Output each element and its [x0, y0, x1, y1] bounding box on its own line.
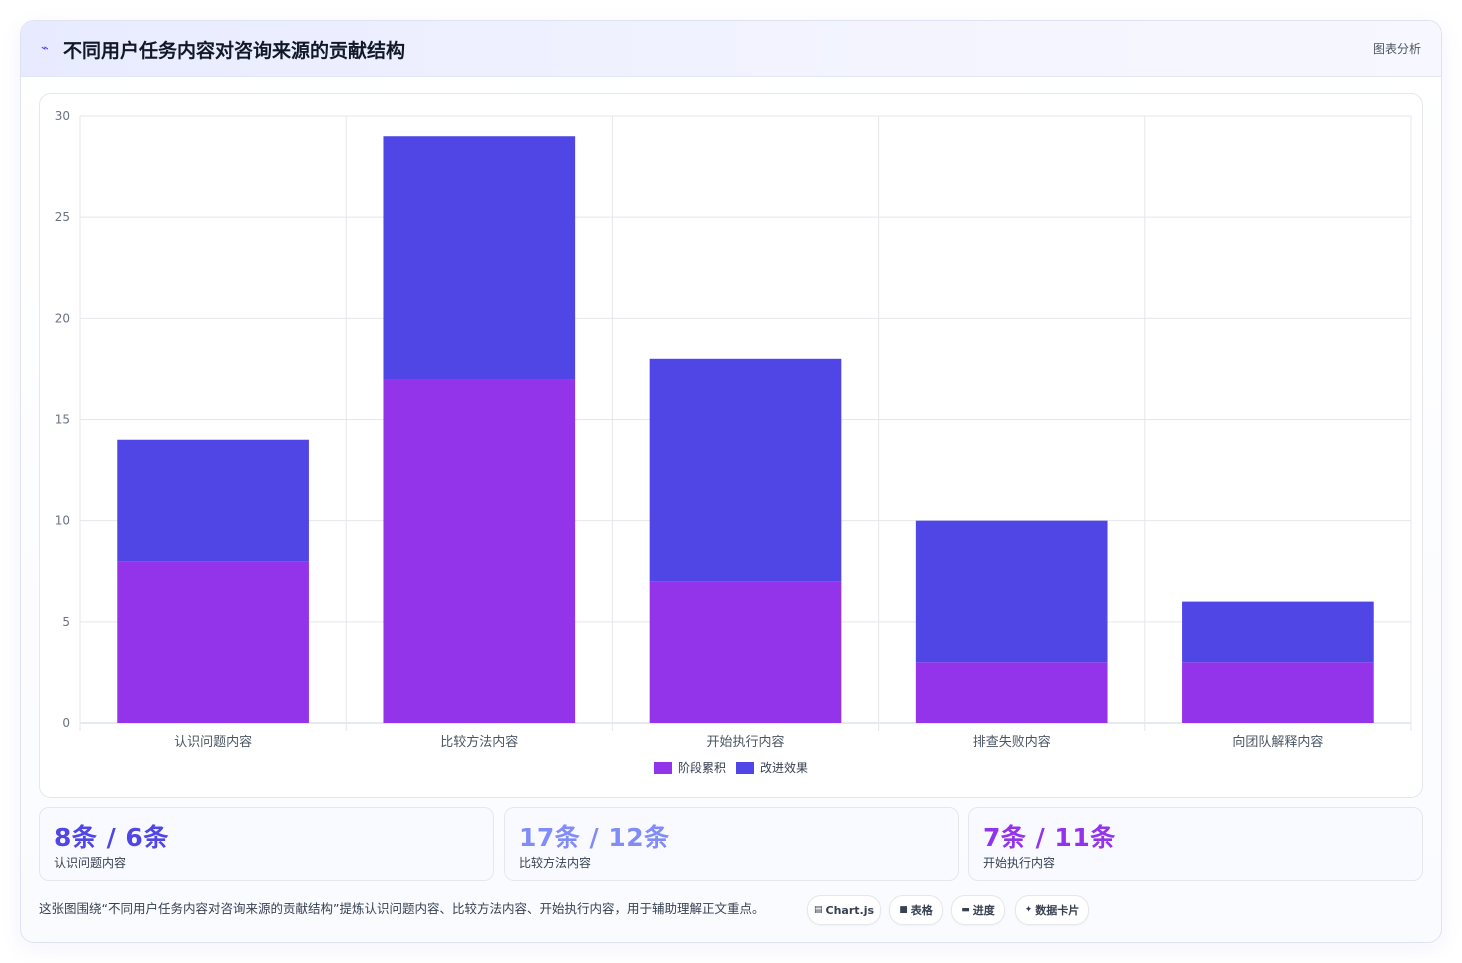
progress-icon: ▬: [961, 905, 970, 915]
tag-label: Chart.js: [825, 903, 875, 917]
legend-swatch: [654, 762, 672, 774]
y-tick-label: 20: [55, 311, 70, 325]
sparkle-icon: ✦: [1024, 905, 1033, 915]
bar-segment: [915, 662, 1108, 723]
stat-card: 7条 / 11条 开始执行内容: [968, 807, 1423, 881]
stat-value: 17条 / 12条: [519, 823, 670, 852]
tag-label: 进度: [972, 904, 995, 917]
x-tick-label: 排查失败内容: [973, 734, 1051, 750]
stat-cards: 8条 / 6条 认识问题内容 17条 / 12条 比较方法内容 7条 / 11条…: [39, 807, 1423, 881]
y-tick-label: 5: [62, 615, 70, 629]
tag-label: 表格: [910, 904, 933, 917]
chart-card: ⌁ 不同用户任务内容对咨询来源的贡献结构 图表分析 0 5 10 15 20 25 30 认识…: [20, 20, 1442, 943]
stat-card: 17条 / 12条 比较方法内容: [504, 807, 959, 881]
bar-segment: [1182, 662, 1374, 723]
legend-swatch: [736, 762, 754, 774]
card-header: ⌁ 不同用户任务内容对咨询来源的贡献结构 图表分析: [21, 21, 1441, 77]
bar-segment: [915, 520, 1108, 663]
legend-label: 阶段累积: [678, 760, 726, 775]
trend-line-icon: ⌁: [41, 41, 49, 56]
tag-chartjs[interactable]: ▤ Chart.js: [807, 895, 881, 925]
stat-label: 认识问题内容: [54, 856, 127, 870]
y-tick-label: 15: [55, 413, 70, 427]
bar-segment: [117, 561, 309, 723]
bar-segment: [383, 136, 576, 380]
chart-panel: 0 5 10 15 20 25 30 认识问题内容 比较方法内容 开始执行内容 排查失败内容 向团队解…: [39, 93, 1423, 798]
x-tick-label: 开始执行内容: [706, 734, 784, 750]
tag-progress[interactable]: ▬ 进度: [951, 895, 1005, 925]
bar-segment: [649, 581, 842, 723]
bar-segment: [649, 358, 842, 582]
table-icon: ■: [899, 905, 908, 915]
stat-label: 开始执行内容: [983, 856, 1056, 870]
bar-segment: [117, 439, 309, 562]
chart-icon: ▤: [813, 905, 823, 915]
bar-segment: [383, 379, 576, 723]
stat-label: 比较方法内容: [519, 856, 592, 870]
x-tick-label: 比较方法内容: [440, 734, 518, 750]
x-tick-label: 向团队解释内容: [1232, 734, 1323, 750]
y-tick-label: 30: [55, 109, 70, 123]
bar-segment: [1182, 601, 1374, 663]
tag-data-card[interactable]: ✦ 数据卡片: [1015, 895, 1089, 925]
stacked-bar-chart: 0 5 10 15 20 25 30 认识问题内容 比较方法内容 开始执行内容 排查失败内容 向团队解…: [55, 109, 1412, 775]
legend-label: 改进效果: [760, 760, 808, 775]
tag-label: 数据卡片: [1035, 904, 1080, 917]
chart-caption: 这张图围绕“不同用户任务内容对咨询来源的贡献结构”提炼认识问题内容、比较方法内容…: [39, 901, 765, 916]
stat-card: 8条 / 6条 认识问题内容: [39, 807, 494, 881]
chart-analysis-link[interactable]: 图表分析: [1372, 42, 1421, 56]
y-tick-label: 25: [55, 210, 70, 224]
stat-value: 8条 / 6条: [54, 823, 169, 852]
y-tick-label: 0: [62, 716, 70, 730]
chart-title: 不同用户任务内容对咨询来源的贡献结构: [63, 40, 406, 62]
x-tick-label: 认识问题内容: [174, 734, 252, 750]
stat-value: 7条 / 11条: [983, 823, 1116, 852]
y-tick-label: 10: [55, 514, 70, 528]
tag-table[interactable]: ■ 表格: [889, 895, 943, 925]
